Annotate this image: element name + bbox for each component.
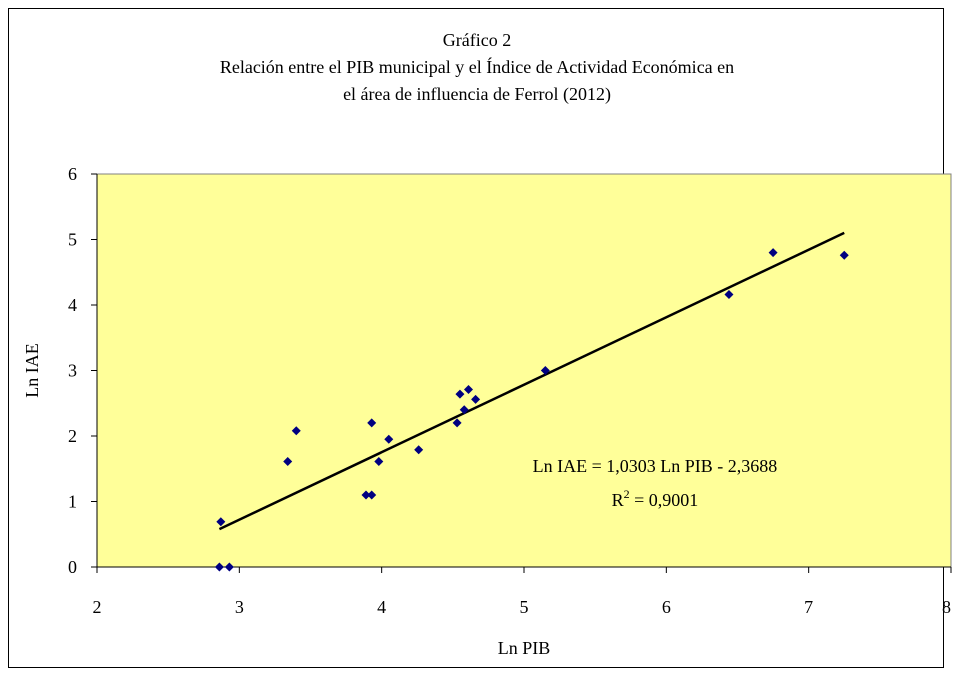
x-tick-label: 3 bbox=[235, 597, 244, 617]
trendline-equation: Ln IAE = 1,0303 Ln PIB - 2,3688 bbox=[533, 456, 778, 476]
x-tick-label: 8 bbox=[942, 597, 951, 617]
y-tick-label: 6 bbox=[68, 164, 77, 184]
data-point bbox=[374, 457, 384, 467]
x-axis-title: Ln PIB bbox=[498, 638, 551, 658]
trendline bbox=[218, 231, 845, 531]
data-point bbox=[214, 562, 224, 572]
r-squared-label: R2 = 0,9001 bbox=[612, 487, 699, 510]
x-tick-label: 4 bbox=[377, 597, 386, 617]
data-points bbox=[214, 248, 849, 572]
r-squared-superscript: 2 bbox=[624, 487, 630, 501]
data-point bbox=[224, 562, 234, 572]
chart-title-line-3: el área de influencia de Ferrol (2012) bbox=[343, 84, 611, 104]
x-tick-label: 7 bbox=[804, 597, 813, 617]
data-point bbox=[839, 250, 849, 260]
data-point bbox=[367, 418, 377, 428]
data-point bbox=[463, 384, 473, 394]
data-point bbox=[361, 490, 371, 500]
data-point bbox=[283, 457, 293, 467]
y-tick-label: 1 bbox=[68, 492, 77, 512]
chart-title-line-1: Gráfico 2 bbox=[442, 30, 512, 50]
data-point bbox=[459, 405, 469, 415]
data-point bbox=[452, 418, 462, 428]
data-point bbox=[216, 517, 226, 527]
r-squared-symbol: R bbox=[612, 490, 624, 510]
chart-title-line-2: Relación entre el PIB municipal y el Índ… bbox=[219, 57, 735, 77]
data-point bbox=[455, 389, 465, 399]
x-tick-label: 5 bbox=[520, 597, 529, 617]
data-point bbox=[471, 394, 481, 404]
axis-ticks: 2 3 4 5 6 7 8 0 1 2 3 4 5 6 bbox=[68, 164, 952, 617]
y-tick-label: 4 bbox=[68, 295, 77, 315]
data-point bbox=[414, 445, 424, 455]
y-axis-title: Ln IAE bbox=[22, 343, 42, 397]
plot-area bbox=[96, 173, 952, 568]
data-point bbox=[540, 366, 550, 375]
r-squared-value: = 0,9001 bbox=[630, 490, 699, 510]
y-tick-label: 0 bbox=[68, 557, 77, 577]
x-tick-label: 2 bbox=[93, 597, 102, 617]
data-point bbox=[367, 490, 377, 500]
y-tick-label: 2 bbox=[68, 426, 77, 446]
y-tick-label: 5 bbox=[68, 230, 77, 250]
data-point bbox=[384, 434, 394, 444]
y-tick-label: 3 bbox=[68, 361, 77, 381]
data-point bbox=[724, 290, 734, 300]
data-point bbox=[291, 426, 301, 436]
x-tick-label: 6 bbox=[662, 597, 671, 617]
chart-title-block: Gráfico 2 Relación entre el PIB municipa… bbox=[9, 27, 945, 108]
data-point bbox=[768, 248, 778, 258]
